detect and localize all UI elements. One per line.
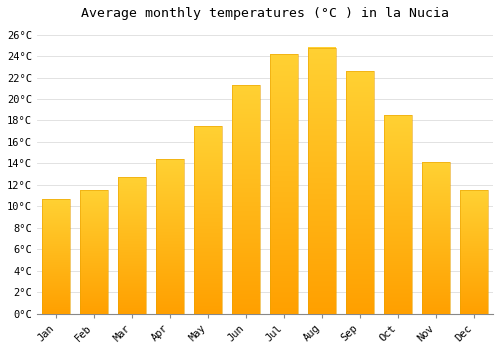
- Bar: [42, 199, 70, 314]
- Bar: [460, 190, 487, 314]
- Bar: [346, 71, 374, 314]
- Bar: [194, 126, 222, 314]
- Bar: [308, 48, 336, 314]
- Bar: [384, 115, 411, 314]
- Bar: [156, 159, 184, 314]
- Bar: [232, 85, 260, 314]
- Bar: [346, 71, 374, 314]
- Bar: [460, 190, 487, 314]
- Bar: [232, 85, 260, 314]
- Bar: [270, 54, 297, 314]
- Bar: [80, 190, 108, 314]
- Bar: [308, 48, 336, 314]
- Bar: [118, 177, 146, 314]
- Bar: [42, 199, 70, 314]
- Bar: [156, 159, 184, 314]
- Bar: [80, 190, 108, 314]
- Bar: [118, 177, 146, 314]
- Bar: [422, 162, 450, 314]
- Bar: [384, 115, 411, 314]
- Bar: [194, 126, 222, 314]
- Title: Average monthly temperatures (°C ) in la Nucia: Average monthly temperatures (°C ) in la…: [81, 7, 449, 20]
- Bar: [270, 54, 297, 314]
- Bar: [422, 162, 450, 314]
